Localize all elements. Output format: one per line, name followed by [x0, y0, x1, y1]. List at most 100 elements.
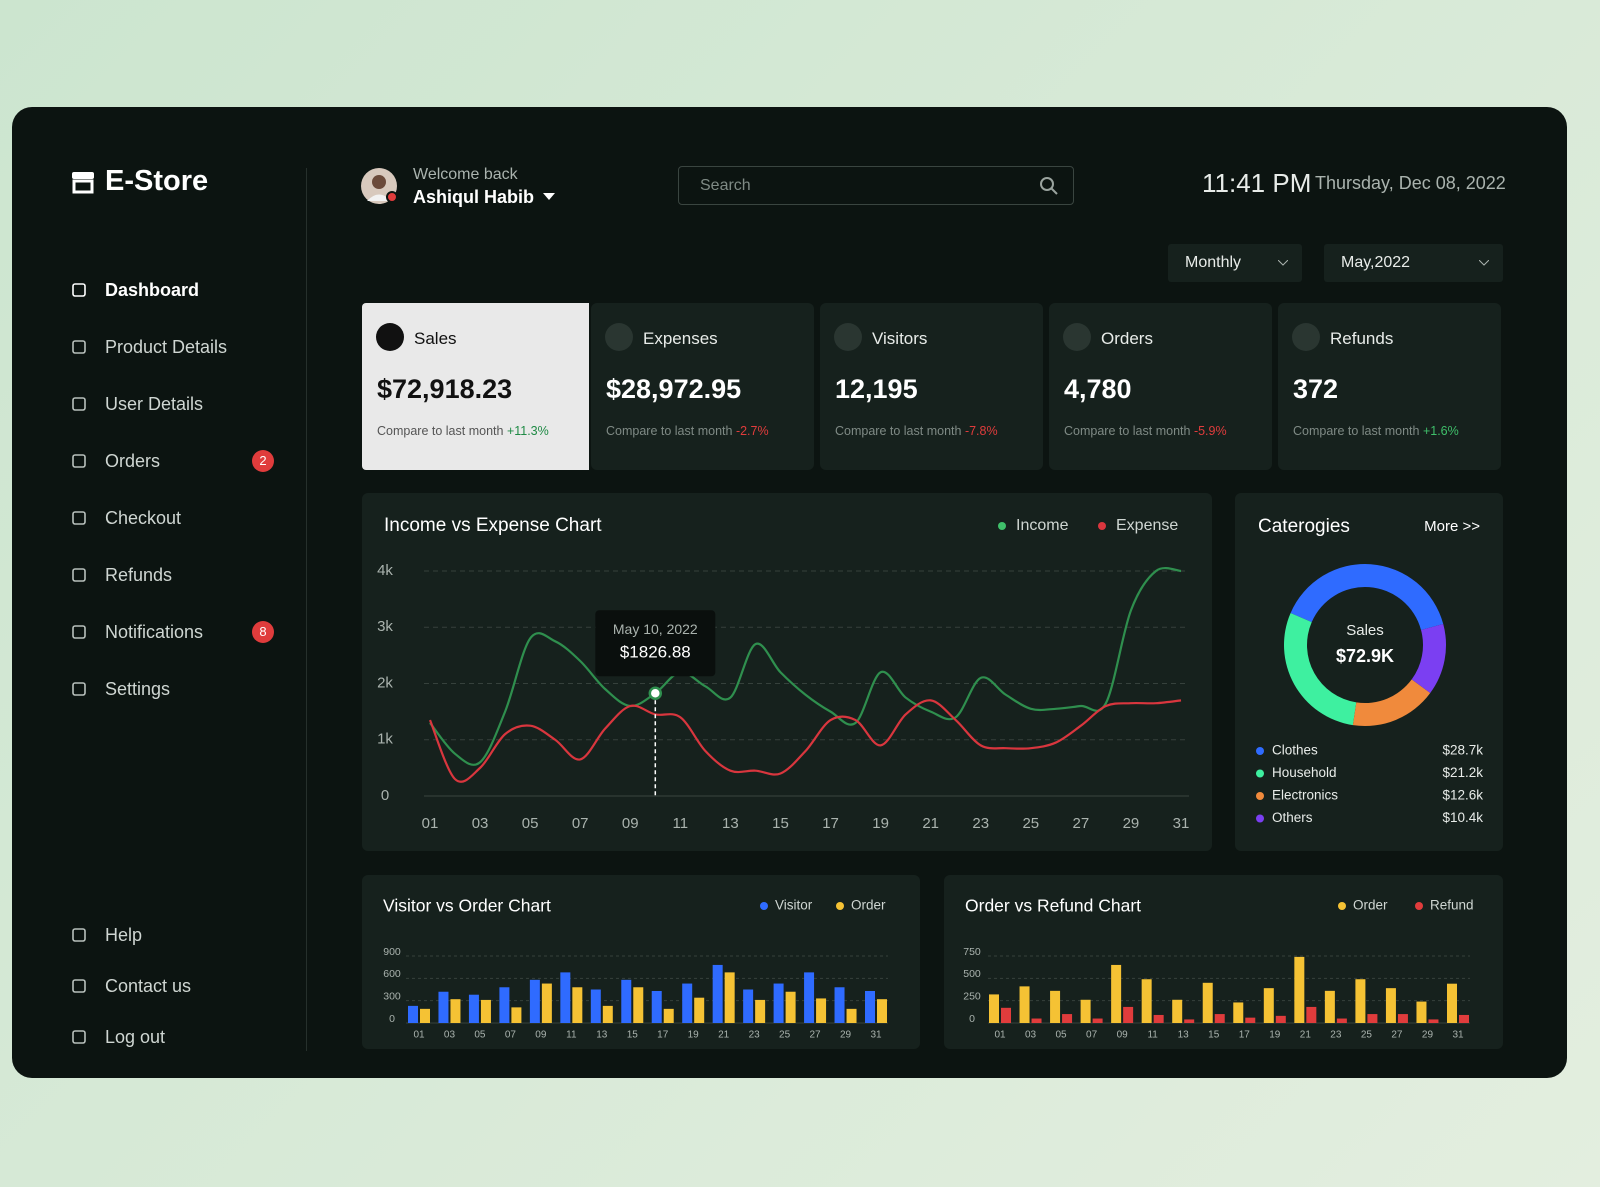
icon	[72, 1030, 86, 1044]
donut-segment	[1352, 679, 1431, 726]
nav-item[interactable]: Orders 2	[70, 446, 280, 476]
bar	[560, 972, 571, 1023]
stat-compare: Compare to last month	[1293, 424, 1420, 438]
donut-segment	[1290, 564, 1444, 630]
footer-nav-item[interactable]: Log out	[70, 1022, 270, 1052]
stat-card: Expenses $28,972.95 Compare to last month …	[591, 303, 814, 470]
footer-nav-item[interactable]: Help	[70, 920, 270, 950]
y-tick-label: 4k	[377, 562, 393, 579]
nav-item[interactable]: Notifications 8	[70, 617, 280, 647]
x-tick-label: 09	[535, 1030, 547, 1041]
icon-shape	[72, 397, 86, 411]
bar	[621, 979, 632, 1023]
bar	[682, 983, 693, 1023]
period-label: Monthly	[1185, 254, 1242, 271]
icon-shape	[72, 283, 86, 297]
nav-item[interactable]: Refunds	[70, 560, 280, 590]
x-tick-label: 03	[444, 1030, 456, 1041]
bar	[651, 990, 662, 1023]
bar	[1233, 1002, 1244, 1023]
more-link[interactable]: More >>	[1424, 518, 1480, 535]
bar	[1001, 1007, 1011, 1023]
footer-nav-item[interactable]: Contact us	[70, 971, 270, 1001]
icon	[72, 682, 86, 696]
legend-label: Clothes	[1272, 743, 1318, 758]
bar	[602, 1005, 613, 1023]
x-tick-label: 11	[1147, 1030, 1158, 1041]
stat-icon	[1063, 323, 1091, 351]
x-tick-label: 17	[1239, 1030, 1251, 1041]
clock: 11:41 PM	[1202, 168, 1312, 198]
stat-change: -2.7%	[735, 424, 769, 438]
brand-icon	[72, 172, 94, 194]
bar	[480, 999, 491, 1023]
nav-label: Dashboard	[105, 280, 200, 300]
center-value: $72.9K	[1336, 646, 1394, 666]
x-tick-label: 23	[749, 1030, 761, 1041]
x-tick-label: 25	[779, 1030, 791, 1041]
stat-card: Refunds 372 Compare to last month +1.6%	[1278, 303, 1501, 470]
stat-value: $72,918.23	[377, 374, 513, 404]
series-line	[428, 699, 1182, 783]
stat-compare: Compare to last month	[606, 424, 733, 438]
legend-label: Income	[1016, 517, 1069, 534]
x-tick-label: 01	[413, 1030, 425, 1041]
search-box[interactable]: Search	[678, 166, 1074, 205]
tooltip-marker	[648, 686, 663, 700]
nav-item[interactable]: Settings	[70, 674, 280, 704]
bar	[1172, 999, 1183, 1023]
nav-item[interactable]: User Details	[70, 389, 280, 419]
center-label: Sales	[1346, 622, 1384, 639]
income-chart: Income vs Expense Chart Income Expense 0 1k 2…	[377, 515, 1190, 832]
stat-value: 4,780	[1064, 374, 1132, 404]
bar	[1123, 1006, 1134, 1023]
donut-segment	[1284, 612, 1357, 726]
donut-segment	[1411, 624, 1446, 694]
stat-compare: Compare to last month	[1064, 424, 1191, 438]
nav-item[interactable]: Product Details	[70, 332, 280, 362]
x-tick-label: 15	[1208, 1030, 1220, 1041]
x-tick-label: 21	[1300, 1030, 1312, 1041]
bar	[1447, 983, 1457, 1023]
icon	[72, 625, 86, 639]
month-filter[interactable]: May,2022	[1324, 244, 1503, 282]
stat-compare-row: Compare to last month -5.9%	[1064, 424, 1227, 438]
tooltip-date: May 10, 2022	[613, 621, 698, 637]
bar	[989, 994, 999, 1023]
nav-item[interactable]: Dashboard	[70, 275, 280, 305]
nav-label: Settings	[105, 679, 171, 699]
bar	[804, 972, 815, 1023]
bar	[1019, 986, 1030, 1023]
x-tick-label: 07	[1086, 1030, 1098, 1041]
bar	[408, 1005, 418, 1023]
bar	[1202, 982, 1213, 1023]
stat-label: Expenses	[643, 329, 718, 348]
categories-panel	[1235, 493, 1503, 851]
x-tick-label: 09	[1117, 1030, 1129, 1041]
bar	[1111, 964, 1122, 1023]
stat-card: Visitors 12,195 Compare to last month -7.8…	[820, 303, 1043, 470]
icon	[72, 568, 86, 582]
chart-title: Income vs Expense Chart	[384, 515, 602, 536]
bar	[1184, 1019, 1195, 1023]
x-tick-label: 09	[622, 815, 639, 832]
legend-dot	[1256, 769, 1264, 778]
bar	[877, 999, 887, 1023]
search-icon	[1040, 177, 1058, 195]
x-tick-label: 05	[1056, 1030, 1068, 1041]
bar	[499, 987, 510, 1023]
chart-title: Order vs Refund Chart	[965, 896, 1141, 916]
bar	[1294, 956, 1305, 1023]
user-dropdown[interactable]	[543, 193, 555, 201]
x-tick-label: 31	[1173, 815, 1190, 832]
x-tick-label: 19	[1269, 1030, 1281, 1041]
legend-dot	[836, 902, 844, 910]
user-name[interactable]: Ashiqul Habib	[413, 187, 534, 207]
period-filter[interactable]: Monthly	[1168, 244, 1302, 282]
bar	[743, 989, 754, 1023]
bar	[468, 994, 479, 1023]
nav-item[interactable]: Checkout	[70, 503, 280, 533]
y-tick-label: 0	[381, 787, 389, 804]
income-panel	[362, 493, 1212, 851]
